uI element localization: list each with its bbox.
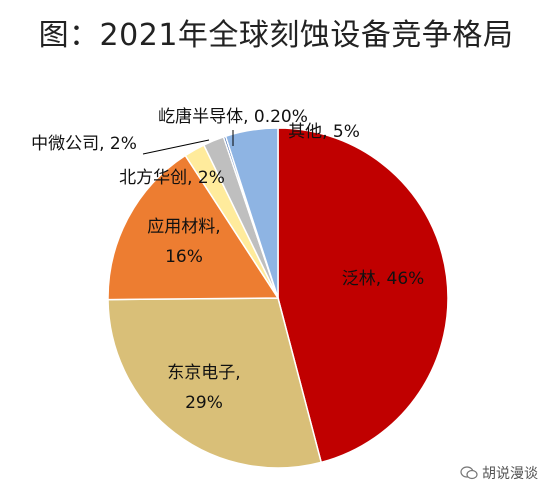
slice-label-1-1: 29% [185, 393, 223, 413]
slice-label-4-0: 中微公司, 2% [31, 134, 137, 154]
wechat-icon [460, 466, 478, 480]
leader-line-4 [142, 139, 210, 155]
slice-label-6-0: 其他, 5% [288, 122, 360, 142]
pie-slice-1 [107, 297, 323, 469]
slice-label-2-0: 应用材料, [147, 217, 220, 237]
pie-slice-6 [224, 127, 279, 299]
pie-slice-0 [277, 127, 449, 464]
watermark: 胡说漫谈 [460, 463, 538, 483]
slice-label-0-0: 泛林, 46% [342, 269, 425, 289]
watermark-text: 胡说漫谈 [482, 466, 538, 482]
pie-slice-2 [107, 154, 280, 301]
chart-title: 图：2021年全球刻蚀设备竞争格局 [38, 18, 514, 53]
slice-label-2-1: 16% [165, 247, 203, 267]
slice-label-5-0: 屹唐半导体, 0.20% [158, 106, 308, 127]
slice-label-3-0: 北方华创, 2% [119, 168, 225, 188]
slice-label-1-0: 东京电子, [167, 363, 240, 383]
